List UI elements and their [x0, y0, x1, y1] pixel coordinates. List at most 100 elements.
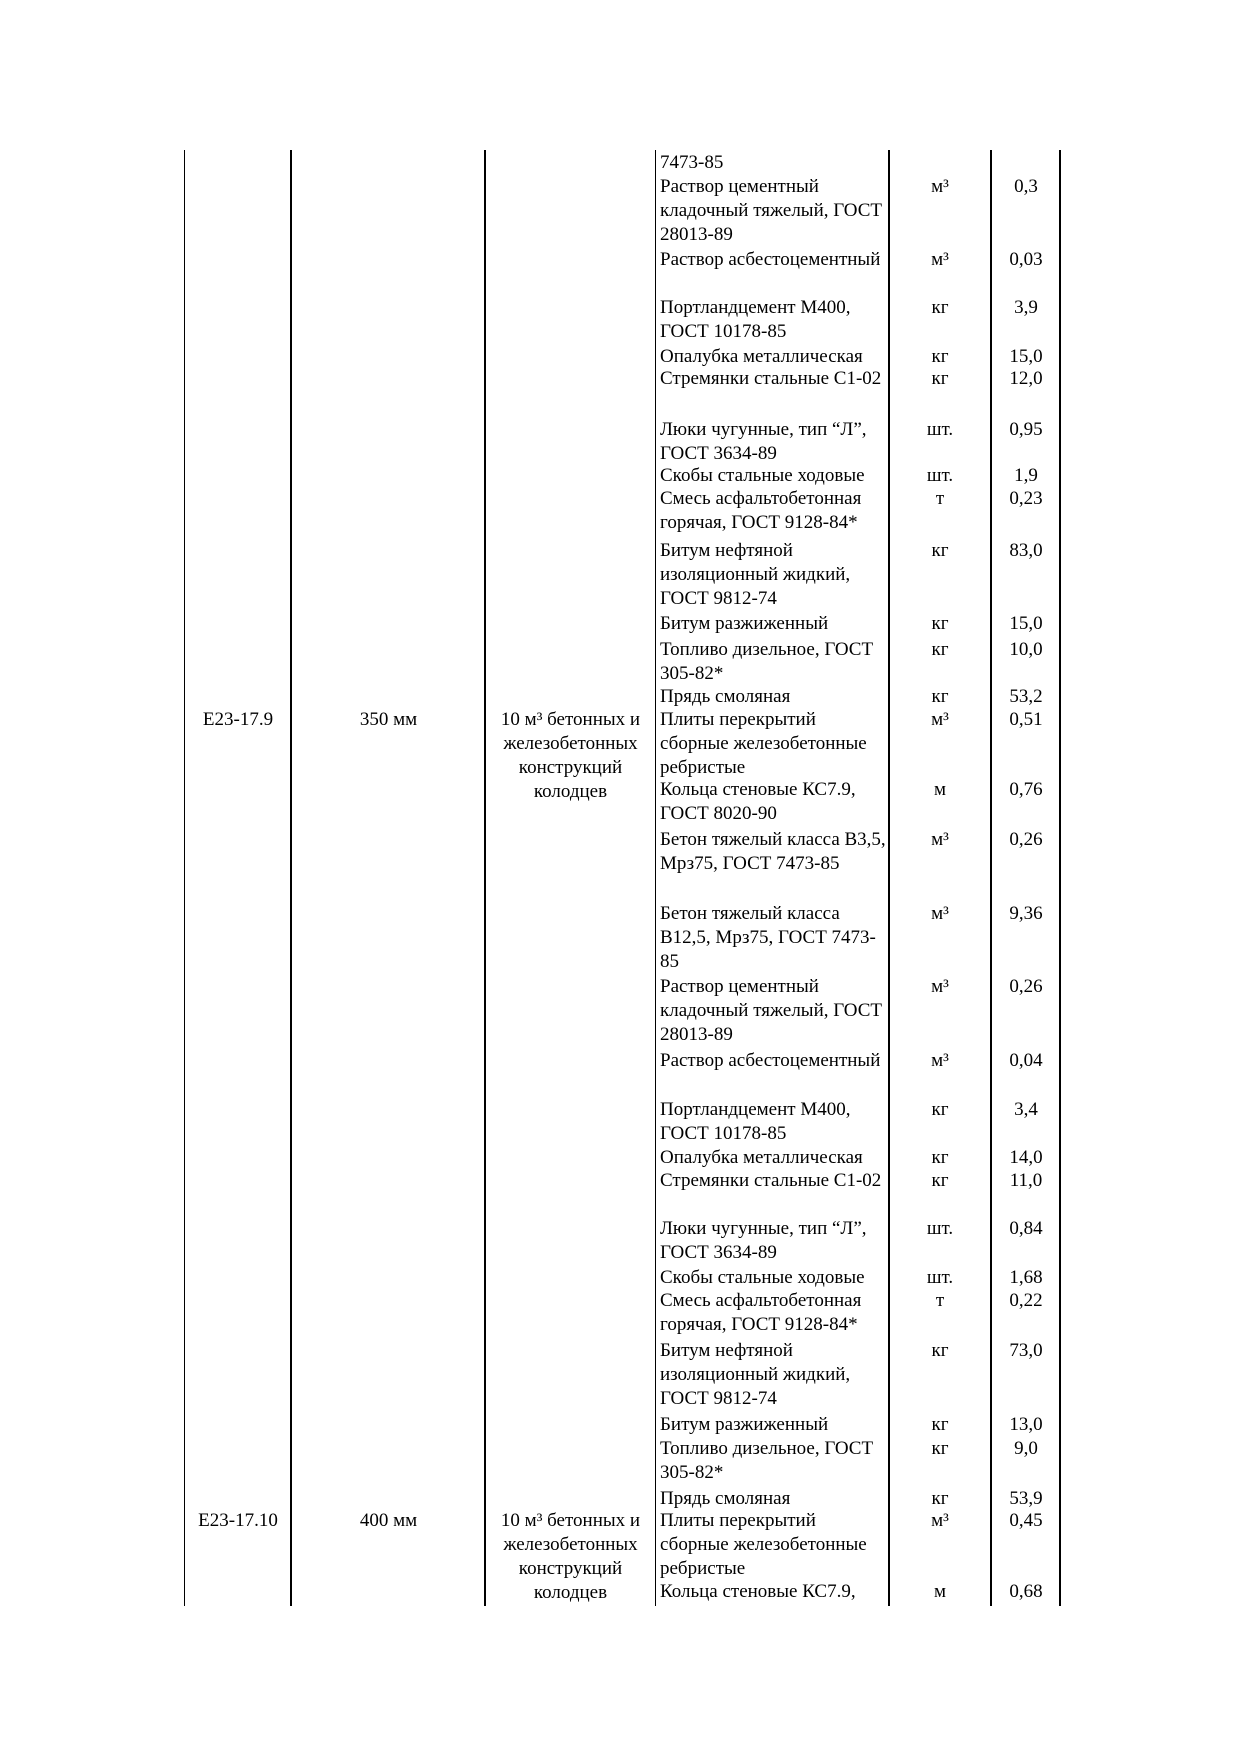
material-name: Опалубка металлическая — [660, 346, 863, 367]
material-unit: м³ — [931, 1050, 949, 1071]
material-quantity: 9,36 — [1009, 903, 1043, 924]
material-unit: т — [935, 1290, 945, 1311]
material-name: Раствор асбестоцементный — [660, 249, 881, 270]
material-quantity: 73,0 — [1009, 1340, 1043, 1361]
column-border — [990, 150, 992, 1606]
material-unit: кг — [931, 297, 949, 318]
column-border — [290, 150, 292, 1606]
material-quantity: 3,4 — [1014, 1099, 1038, 1120]
material-quantity: 53,9 — [1009, 1488, 1043, 1509]
material-name: Топливо дизельное, ГОСТ 305-82* — [660, 1438, 874, 1483]
norm-code: Е23-17.10 — [198, 1510, 278, 1531]
material-name: Кольца стеновые КС7.9, — [660, 1581, 856, 1602]
material-unit: м³ — [931, 1510, 949, 1531]
material-quantity: 13,0 — [1009, 1414, 1043, 1435]
material-quantity: 0,95 — [1009, 419, 1043, 440]
material-name: Кольца стеновые КС7.9, ГОСТ 8020-90 — [660, 779, 856, 824]
material-unit: шт. — [926, 419, 954, 440]
material-name: Битум разжиженный — [660, 1414, 829, 1435]
material-quantity: 14,0 — [1009, 1147, 1043, 1168]
material-name: Бетон тяжелый класса В12,5, Мрз75, ГОСТ … — [660, 903, 876, 972]
measure-unit: 10 м³ бетонных и железобетонных конструк… — [500, 709, 641, 802]
material-unit: кг — [931, 1147, 949, 1168]
column-border — [484, 150, 486, 1606]
material-quantity: 15,0 — [1009, 613, 1043, 634]
material-name: Прядь смоляная — [660, 1488, 791, 1509]
material-unit: кг — [931, 1488, 949, 1509]
material-quantity: 11,0 — [1009, 1170, 1043, 1191]
material-unit: м — [933, 779, 947, 800]
material-unit: кг — [931, 346, 949, 367]
well-diameter: 350 мм — [359, 709, 418, 730]
material-unit: кг — [931, 1099, 949, 1120]
material-name: Плиты перекрытий сборные железобетонные … — [660, 1510, 867, 1579]
material-name: Раствор асбестоцементный — [660, 1050, 881, 1071]
material-name: Смесь асфальтобетонная горячая, ГОСТ 912… — [660, 488, 862, 533]
material-unit: шт. — [926, 1218, 954, 1239]
material-unit: кг — [931, 639, 949, 660]
material-unit: шт. — [926, 465, 954, 486]
material-name: Люки чугунные, тип “Л”, ГОСТ 3634-89 — [660, 1218, 867, 1263]
material-quantity: 12,0 — [1009, 368, 1043, 389]
material-unit: кг — [931, 368, 949, 389]
material-quantity: 53,2 — [1009, 686, 1043, 707]
material-unit: кг — [931, 540, 949, 561]
continuation-text: 7473-85 — [660, 152, 724, 173]
material-name: Люки чугунные, тип “Л”, ГОСТ 3634-89 — [660, 419, 867, 464]
material-name: Плиты перекрытий сборные железобетонные … — [660, 709, 867, 778]
material-unit: м³ — [931, 176, 949, 197]
material-name: Портландцемент М400, ГОСТ 10178-85 — [660, 297, 851, 342]
material-quantity: 0,51 — [1009, 709, 1043, 730]
material-quantity: 0,22 — [1009, 1290, 1043, 1311]
material-name: Опалубка металлическая — [660, 1147, 863, 1168]
material-quantity: 0,84 — [1009, 1218, 1043, 1239]
material-unit: м³ — [931, 903, 949, 924]
material-name: Стремянки стальные С1-02 — [660, 368, 882, 389]
material-quantity: 0,45 — [1009, 1510, 1043, 1531]
material-unit: м — [933, 1581, 947, 1602]
material-quantity: 0,03 — [1009, 249, 1043, 270]
column-border — [1059, 150, 1061, 1606]
norm-code: Е23-17.9 — [202, 709, 274, 730]
column-border — [888, 150, 890, 1606]
material-name: Смесь асфальтобетонная горячая, ГОСТ 912… — [660, 1290, 862, 1335]
material-quantity: 0,26 — [1009, 976, 1043, 997]
material-name: Битум нефтяной изоляционный жидкий, ГОСТ… — [660, 1340, 851, 1409]
material-quantity: 83,0 — [1009, 540, 1043, 561]
material-name: Скобы стальные ходовые — [660, 465, 865, 486]
material-quantity: 0,26 — [1009, 829, 1043, 850]
material-quantity: 0,23 — [1009, 488, 1043, 509]
column-border — [655, 150, 656, 1606]
material-unit: кг — [931, 1340, 949, 1361]
material-unit: т — [935, 488, 945, 509]
material-name: Портландцемент М400, ГОСТ 10178-85 — [660, 1099, 851, 1144]
material-quantity: 0,04 — [1009, 1050, 1043, 1071]
material-name: Битум нефтяной изоляционный жидкий, ГОСТ… — [660, 540, 851, 609]
material-unit: кг — [931, 1170, 949, 1191]
material-name: Стремянки стальные С1-02 — [660, 1170, 882, 1191]
material-quantity: 0,76 — [1009, 779, 1043, 800]
material-unit: м³ — [931, 829, 949, 850]
material-name: Битум разжиженный — [660, 613, 829, 634]
material-unit: кг — [931, 1438, 949, 1459]
material-name: Раствор цементный кладочный тяжелый, ГОС… — [660, 176, 882, 245]
material-unit: м³ — [931, 976, 949, 997]
material-quantity: 9,0 — [1014, 1438, 1038, 1459]
material-unit: м³ — [931, 709, 949, 730]
material-name: Прядь смоляная — [660, 686, 791, 707]
material-name: Раствор цементный кладочный тяжелый, ГОС… — [660, 976, 882, 1045]
material-name: Скобы стальные ходовые — [660, 1267, 865, 1288]
material-name: Бетон тяжелый класса В3,5, Мрз75, ГОСТ 7… — [660, 829, 886, 874]
material-name: Топливо дизельное, ГОСТ 305-82* — [660, 639, 874, 684]
material-quantity: 1,68 — [1009, 1267, 1043, 1288]
well-diameter: 400 мм — [359, 1510, 418, 1531]
material-unit: кг — [931, 686, 949, 707]
material-unit: кг — [931, 613, 949, 634]
material-quantity: 3,9 — [1014, 297, 1038, 318]
column-border — [184, 150, 185, 1606]
material-unit: кг — [931, 1414, 949, 1435]
material-unit: шт. — [926, 1267, 954, 1288]
material-quantity: 0,3 — [1014, 176, 1038, 197]
material-quantity: 1,9 — [1014, 465, 1038, 486]
material-quantity: 15,0 — [1009, 346, 1043, 367]
